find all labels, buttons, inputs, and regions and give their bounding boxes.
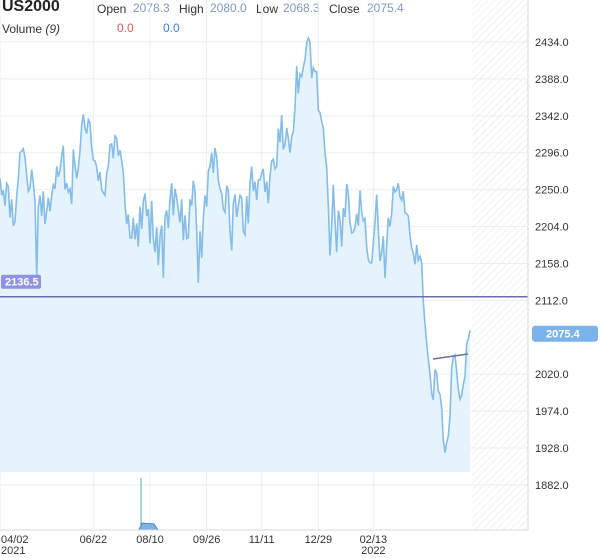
high-value: 2080.0 xyxy=(210,1,247,15)
y-tick-label: 1974.0 xyxy=(535,406,569,418)
last-price-label: 2075.4 xyxy=(546,329,581,341)
x-tick-label: 12/29 xyxy=(305,534,333,546)
y-tick-label: 2434.0 xyxy=(535,37,569,49)
x-tick-label: 04/02 xyxy=(1,534,29,546)
x-tick-label: 02/13 xyxy=(360,534,388,546)
volume-label: Volume (9) xyxy=(2,22,61,36)
y-tick-label: 2388.0 xyxy=(535,74,569,86)
y-tick-label: 2158.0 xyxy=(535,258,569,270)
price-area-fill xyxy=(0,38,470,472)
volume-value-red: 0.0 xyxy=(117,21,134,35)
high-label: High xyxy=(179,2,204,16)
low-value: 2068.3 xyxy=(283,1,320,15)
y-axis[interactable]: 2434.0 2388.0 2342.0 2296.0 2250.0 2204.0 2158… xyxy=(535,37,569,492)
y-tick-label: 2342.0 xyxy=(535,111,569,123)
close-label: Close xyxy=(329,2,360,16)
open-label: Open xyxy=(97,2,127,16)
y-tick-label: 2112.0 xyxy=(535,295,568,307)
horizontal-level-tag[interactable] xyxy=(1,274,41,289)
close-value: 2075.4 xyxy=(367,1,404,15)
y-tick-label: 2250.0 xyxy=(535,185,569,197)
volume-value-blue: 0.0 xyxy=(163,21,180,35)
x-tick-label: 11/11 xyxy=(249,534,275,546)
price-line xyxy=(0,35,471,453)
last-price-tag xyxy=(532,325,598,342)
x-tick-year-label: 2021 xyxy=(1,545,25,557)
volume-indicator xyxy=(138,478,159,531)
horizontal-level-label: 2136.5 xyxy=(5,277,39,289)
x-tick-label: 06/22 xyxy=(80,534,108,546)
future-hatch-area xyxy=(472,0,528,530)
trend-line[interactable] xyxy=(432,353,469,360)
y-tick-label: 1882.0 xyxy=(535,480,569,492)
chart-header: US2000 Open 2078.3 High 2080.0 Low 2068.… xyxy=(0,0,600,40)
y-tick-label: 2020.0 xyxy=(535,369,569,381)
y-tick-label: 1928.0 xyxy=(535,443,569,455)
open-value: 2078.3 xyxy=(133,1,170,15)
y-tick-label: 2204.0 xyxy=(535,222,569,234)
y-tick-label: 2296.0 xyxy=(535,148,569,160)
symbol-title: US2000 xyxy=(2,0,60,15)
x-tick-year-label: 2022 xyxy=(361,545,385,557)
x-tick-label: 09/26 xyxy=(193,534,221,546)
x-tick-label: 08/10 xyxy=(136,534,164,546)
